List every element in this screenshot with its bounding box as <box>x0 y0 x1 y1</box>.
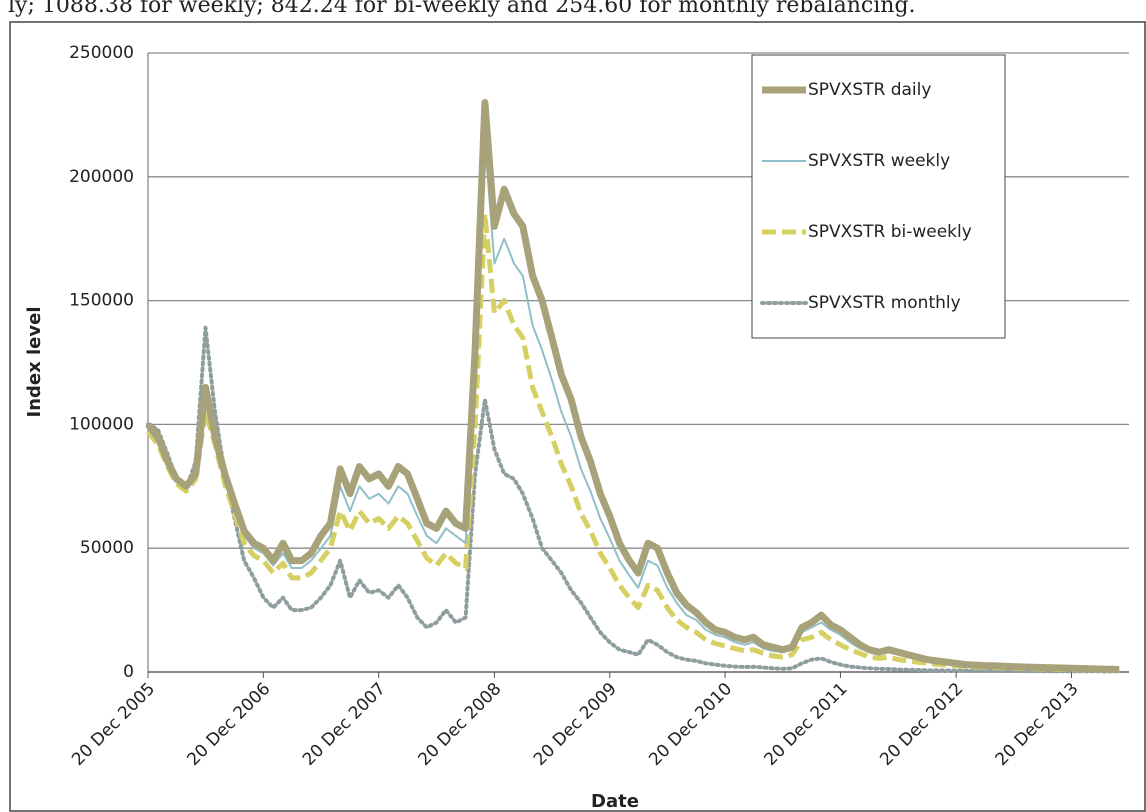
x-tick-label: 20 Dec 2010 <box>645 679 736 770</box>
legend-label: SPVXSTR daily <box>808 80 931 100</box>
x-axis-label: Date <box>591 791 639 812</box>
series-line <box>146 325 1122 674</box>
legend-label: SPVXSTR bi-weekly <box>808 222 972 242</box>
x-tick-label: 20 Dec 2012 <box>876 679 967 770</box>
y-tick-label: 200000 <box>69 167 134 187</box>
caption: ly; 1088.38 for weekly; 842.24 for bi-we… <box>8 0 916 18</box>
x-tick-label: 20 Dec 2009 <box>530 679 621 770</box>
chart-frame <box>9 21 1146 812</box>
y-tick-label: 50000 <box>80 538 134 558</box>
x-tick-label: 20 Dec 2007 <box>299 679 390 770</box>
y-tick-label: 250000 <box>69 43 134 63</box>
x-tick-label: 20 Dec 2006 <box>183 679 274 770</box>
y-tick-label: 0 <box>123 662 134 682</box>
x-tick-label: 20 Dec 2013 <box>992 679 1083 770</box>
series-line <box>145 99 1120 673</box>
legend-label: SPVXSTR monthly <box>808 293 961 313</box>
legend-label: SPVXSTR weekly <box>808 151 950 171</box>
x-tick-label: 20 Dec 2011 <box>761 679 852 770</box>
legend-box <box>751 54 1006 339</box>
x-tick-label: 20 Dec 2008 <box>415 679 506 770</box>
y-tick-label: 150000 <box>69 291 134 311</box>
y-tick-label: 100000 <box>69 414 134 434</box>
y-axis-label: Index level <box>24 307 45 418</box>
x-tick-label: 20 Dec 2005 <box>68 679 159 770</box>
